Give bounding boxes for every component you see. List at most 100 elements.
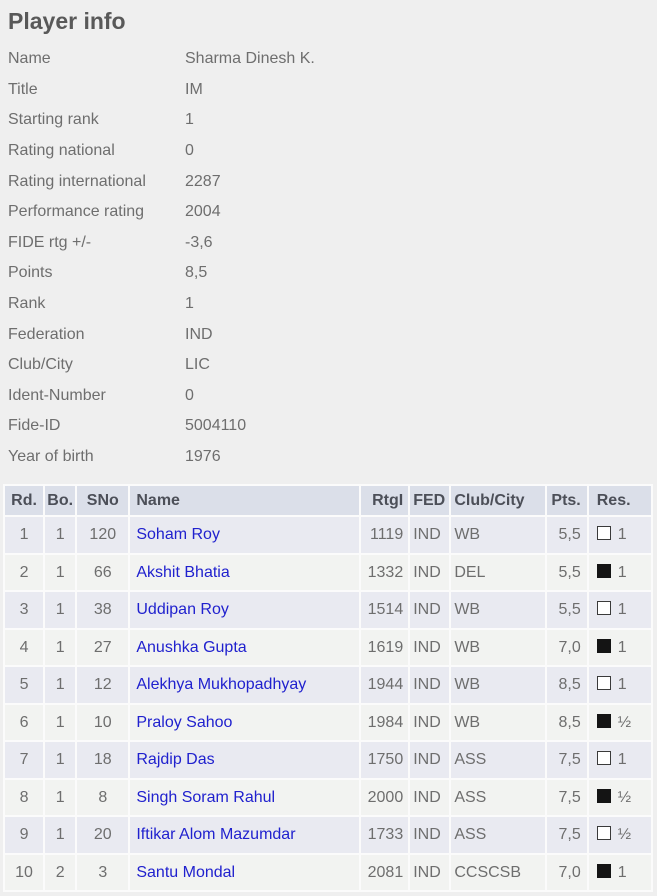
result-value: 1 (617, 563, 627, 581)
info-label: Rating international (8, 172, 146, 190)
opponent-link[interactable]: Praloy Sahoo (136, 713, 233, 731)
pts-cell: 7,0 (546, 629, 587, 666)
res-cell: 1 (588, 592, 651, 628)
club-city-cell: ASS (451, 779, 545, 816)
white-square-icon (596, 526, 611, 541)
info-label: Starting rank (8, 111, 99, 129)
fed-cell: IND (410, 554, 450, 591)
opponent-link[interactable]: Rajdip Das (136, 751, 215, 769)
opponent-link[interactable]: Santu Mondal (136, 863, 236, 881)
sno-cell: 27 (77, 629, 129, 666)
rtgi-cell: 1119 (361, 517, 409, 553)
black-square-icon (596, 788, 611, 803)
sno-cell: 38 (77, 592, 129, 628)
sno-cell: 3 (77, 854, 129, 891)
info-value: -3,6 (185, 233, 213, 251)
club-city-cell: WB (451, 704, 545, 741)
table-header-row: Rd. Bo. SNo Name RtgI FED Club/City Pts. Res. (5, 486, 651, 516)
bo-cell: 2 (45, 854, 76, 891)
info-value: 0 (185, 142, 194, 160)
bo-cell: 1 (45, 517, 76, 553)
opponent-link[interactable]: Alekhya Mukhopadhyay (136, 676, 307, 694)
info-value: LIC (185, 356, 210, 374)
res-cell: ½ (588, 817, 651, 853)
info-value: 8,5 (185, 264, 208, 282)
result-row: 6 1 10 Praloy Sahoo 1984 IND WB 8,5 ½ (5, 704, 651, 741)
bo-cell: 1 (45, 704, 76, 741)
res-cell: 1 (588, 517, 651, 553)
bo-cell: 1 (45, 779, 76, 816)
pts-cell: 5,5 (546, 592, 587, 628)
rtgi-cell: 2000 (361, 779, 409, 816)
col-header-sno: SNo (77, 486, 129, 516)
black-square-icon (596, 638, 611, 653)
info-label: Performance rating (8, 203, 145, 221)
fed-cell: IND (410, 742, 450, 778)
opponent-link[interactable]: Singh Soram Rahul (136, 788, 276, 806)
rtgi-cell: 1332 (361, 554, 409, 591)
info-label: Federation (8, 325, 85, 343)
fed-cell: IND (410, 854, 450, 891)
info-label: Rank (8, 295, 46, 313)
info-label: Name (8, 50, 51, 68)
bo-cell: 1 (45, 817, 76, 853)
opponent-link[interactable]: Soham Roy (136, 526, 220, 544)
black-square-icon (596, 563, 611, 578)
rtgi-cell: 1733 (361, 817, 409, 853)
info-label: Ident-Number (8, 386, 106, 404)
result-value: 1 (617, 526, 627, 544)
info-row-title: Title IM (0, 75, 657, 106)
info-value: IM (185, 80, 203, 98)
rtgi-cell: 2081 (361, 854, 409, 891)
name-cell: Iftikar Alom Mazumdar (130, 817, 360, 853)
fed-cell: IND (410, 667, 450, 703)
club-city-cell: WB (451, 592, 545, 628)
name-cell: Singh Soram Rahul (130, 779, 360, 816)
club-city-cell: ASS (451, 742, 545, 778)
opponent-link[interactable]: Anushka Gupta (136, 638, 247, 656)
result-row: 9 1 20 Iftikar Alom Mazumdar 1733 IND ASS 7,5 ½ (5, 817, 651, 853)
sno-cell: 120 (77, 517, 129, 553)
sno-cell: 8 (77, 779, 129, 816)
res-cell: 1 (588, 629, 651, 666)
name-cell: Soham Roy (130, 517, 360, 553)
result-value: 1 (617, 601, 627, 619)
col-header-fed: FED (410, 486, 450, 516)
rtgi-cell: 1750 (361, 742, 409, 778)
result-value: ½ (617, 788, 632, 806)
col-header-rd: Rd. (5, 486, 44, 516)
pts-cell: 7,0 (546, 854, 587, 891)
rd-cell: 7 (5, 742, 44, 778)
bo-cell: 1 (45, 554, 76, 591)
opponent-link[interactable]: Akshit Bhatia (136, 563, 230, 581)
info-value: 5004110 (185, 417, 247, 435)
rd-cell: 10 (5, 854, 44, 891)
sno-cell: 12 (77, 667, 129, 703)
info-row-rating-national: Rating national 0 (0, 136, 657, 167)
info-value: 1 (185, 295, 194, 313)
bo-cell: 1 (45, 667, 76, 703)
info-row-performance-rating: Performance rating 2004 (0, 197, 657, 228)
result-row: 3 1 38 Uddipan Roy 1514 IND WB 5,5 1 (5, 592, 651, 628)
info-label: Title (8, 80, 38, 98)
result-row: 2 1 66 Akshit Bhatia 1332 IND DEL 5,5 1 (5, 554, 651, 591)
info-row-points: Points 8,5 (0, 258, 657, 289)
opponent-link[interactable]: Iftikar Alom Mazumdar (136, 826, 296, 844)
name-cell: Alekhya Mukhopadhyay (130, 667, 360, 703)
rd-cell: 3 (5, 592, 44, 628)
name-cell: Praloy Sahoo (130, 704, 360, 741)
res-cell: ½ (588, 704, 651, 741)
club-city-cell: WB (451, 517, 545, 553)
info-label: Year of birth (8, 448, 94, 466)
rd-cell: 1 (5, 517, 44, 553)
fed-cell: IND (410, 817, 450, 853)
name-cell: Uddipan Roy (130, 592, 360, 628)
opponent-link[interactable]: Uddipan Roy (136, 601, 229, 619)
res-cell: 1 (588, 667, 651, 703)
rtgi-cell: 1984 (361, 704, 409, 741)
info-row-club-city: Club/City LIC (0, 350, 657, 381)
white-square-icon (596, 826, 611, 841)
name-cell: Akshit Bhatia (130, 554, 360, 591)
pts-cell: 8,5 (546, 704, 587, 741)
result-row: 1 1 120 Soham Roy 1119 IND WB 5,5 1 (5, 517, 651, 553)
